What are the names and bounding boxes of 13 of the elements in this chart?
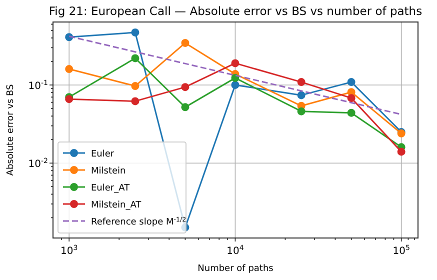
legend-label: Euler — [91, 150, 114, 160]
x-tick-label: 10$^{4}$ — [226, 244, 244, 257]
x-axis-title: Number of paths — [198, 264, 274, 274]
y-axis-title: Absolute error vs BS — [6, 84, 16, 176]
x-tick-label: 10$^{5}$ — [392, 244, 410, 257]
chart-title: Fig 21: European Call — Absolute error vs BS vs number of paths — [48, 4, 422, 18]
y-tick-label: 10$^{-1}$ — [28, 78, 48, 92]
legend-label: Milstein — [91, 166, 126, 176]
legend-label: Milstein_AT — [91, 200, 142, 210]
legend-label: Reference slope M$^{-1/2}$ — [91, 216, 186, 228]
legend-label: Euler_AT — [91, 184, 130, 194]
y-tick-label: 10$^{-2}$ — [28, 157, 48, 170]
x-tick-label: 10$^{3}$ — [60, 244, 78, 257]
